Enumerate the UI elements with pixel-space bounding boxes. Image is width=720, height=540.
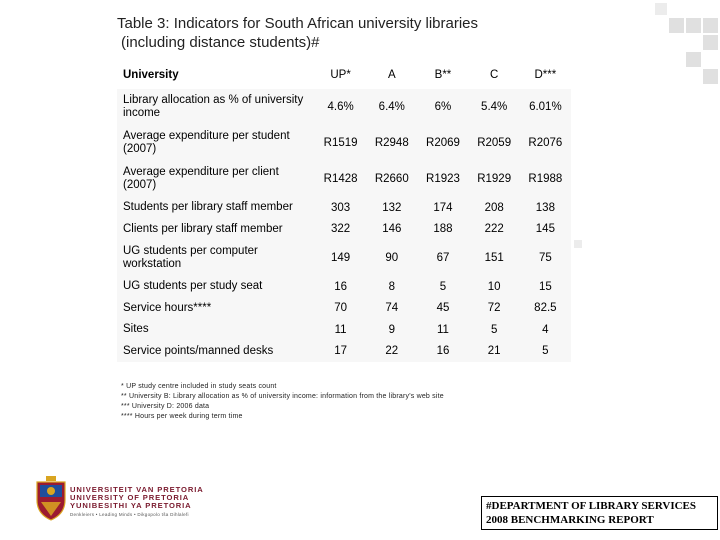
cell-value: R1519 [323, 137, 358, 149]
cell-value: 174 [433, 201, 453, 214]
cell-value: R2076 [528, 137, 563, 149]
cell-value: 75 [538, 252, 552, 264]
row-label: UG students per computer workstation [123, 245, 258, 270]
cell-value: 5.4% [481, 101, 508, 113]
header-university: University [123, 69, 179, 81]
cell-value: 6% [434, 101, 452, 113]
university-crest-icon [36, 476, 66, 521]
cell-value: 208 [484, 201, 504, 214]
cell-value: 6.01% [529, 101, 562, 113]
cell-value: 90 [385, 252, 399, 264]
cell-value: R2059 [477, 137, 512, 149]
cell-value: 151 [484, 252, 504, 264]
cell-value: 21 [487, 345, 501, 358]
cell-value: 303 [331, 201, 351, 214]
row-label: Average expenditure per student (2007) [123, 130, 290, 155]
table-row: Clients per library staff member 322 146… [117, 219, 571, 241]
university-name: UNIVERSITEIT VAN PRETORIA UNIVERSITY OF … [70, 486, 204, 519]
cell-value: R1428 [323, 173, 358, 185]
row-label: Students per library staff member [123, 201, 293, 214]
cell-value: 10 [487, 280, 501, 293]
cell-value: 17 [334, 345, 347, 358]
cell-value: R1923 [426, 173, 460, 185]
department-box: #DEPARTMENT OF LIBRARY SERVICES 2008 BEN… [481, 496, 718, 530]
table-row: Service points/manned desks 17 22 16 21 … [117, 341, 571, 363]
table-header-row: University UP* A B** C D*** [117, 61, 571, 89]
row-label: Clients per library staff member [123, 222, 283, 235]
footnotes: * UP study centre included in study seat… [121, 382, 444, 422]
cell-value: 22 [385, 345, 399, 358]
indicators-table: University UP* A B** C D*** Library allo… [117, 61, 571, 362]
cell-value: 16 [334, 280, 347, 293]
cell-value: 11 [334, 323, 347, 336]
cell-value: 322 [331, 223, 351, 236]
cell-value: 132 [382, 201, 402, 214]
university-motto: Denkleiers • Leading Minds • Dikgopolo t… [70, 512, 189, 517]
row-label: Service points/manned desks [123, 344, 274, 357]
cell-value: 72 [487, 302, 501, 315]
row-label: Sites [123, 323, 149, 336]
header-b: B** [434, 69, 452, 81]
table-row: Library allocation as % of university in… [117, 89, 571, 125]
cell-value: 188 [433, 223, 453, 236]
header-a: A [387, 69, 396, 81]
row-label: UG students per study seat [123, 280, 263, 293]
cell-value: 16 [436, 345, 450, 358]
footnote: *** University D: 2006 data [121, 403, 210, 410]
report-name: 2008 BENCHMARKING REPORT [486, 514, 654, 526]
cell-value: R1988 [528, 173, 563, 185]
cell-value: 4.6% [327, 101, 354, 113]
cell-value: 138 [535, 201, 555, 214]
cell-value: 6.4% [378, 101, 405, 113]
table-row: Average expenditure per student (2007) R… [117, 125, 571, 161]
row-label: Average expenditure per client (2007) [123, 166, 279, 191]
table-row: Students per library staff member 303 13… [117, 197, 571, 219]
page-title: Table 3: Indicators for South African un… [117, 14, 478, 52]
row-label: Library allocation as % of university in… [123, 94, 304, 119]
table-row: Sites 11 9 11 5 4 [117, 319, 571, 341]
cell-value: 15 [538, 280, 552, 293]
cell-value: 45 [436, 302, 450, 315]
cell-value: 74 [385, 302, 399, 315]
title-line-2: (including distance students)# [121, 34, 320, 51]
cell-value: 5 [542, 345, 549, 358]
header-d: D*** [534, 69, 557, 81]
cell-value: 145 [535, 223, 555, 236]
cell-value: 9 [388, 323, 395, 336]
row-label: Service hours**** [123, 301, 212, 314]
cell-value: 70 [334, 302, 347, 315]
cell-value: 149 [331, 252, 351, 264]
table-row: UG students per study seat 16 8 5 10 15 [117, 276, 571, 298]
header-c: C [490, 69, 499, 81]
cell-value: 5 [490, 323, 498, 336]
cell-value: 222 [484, 223, 504, 236]
cell-value: 146 [382, 223, 402, 236]
cell-value: 11 [436, 323, 449, 336]
table-row: UG students per computer workstation 149… [117, 240, 571, 276]
footnote: * UP study centre included in study seat… [121, 383, 277, 390]
cell-value: 8 [388, 280, 395, 293]
table-row: Service hours**** 70 74 45 72 82.5 [117, 298, 571, 320]
department-name: #DEPARTMENT OF LIBRARY SERVICES [486, 500, 697, 512]
cell-value: 4 [542, 323, 549, 336]
cell-value: R2069 [426, 137, 460, 149]
footnote: **** Hours per week during term time [121, 413, 243, 420]
cell-value: R2948 [374, 137, 409, 149]
cell-value: 67 [436, 252, 450, 264]
table-row: Average expenditure per client (2007) R1… [117, 161, 571, 197]
cell-value: 82.5 [534, 302, 557, 315]
university-name-english: UNIVERSITY OF PRETORIA [70, 493, 190, 502]
title-line-1: Table 3: Indicators for South African un… [117, 15, 479, 32]
cell-value: R1929 [477, 173, 512, 185]
university-name-sepedi: YUNIBESITHI YA PRETORIA [70, 501, 192, 510]
cell-value: 5 [439, 280, 447, 293]
header-up: UP* [330, 69, 351, 81]
university-name-afrikaans: UNIVERSITEIT VAN PRETORIA [70, 485, 204, 494]
footnote: ** University B: Library allocation as %… [121, 393, 444, 400]
cell-value: R2660 [374, 173, 409, 185]
